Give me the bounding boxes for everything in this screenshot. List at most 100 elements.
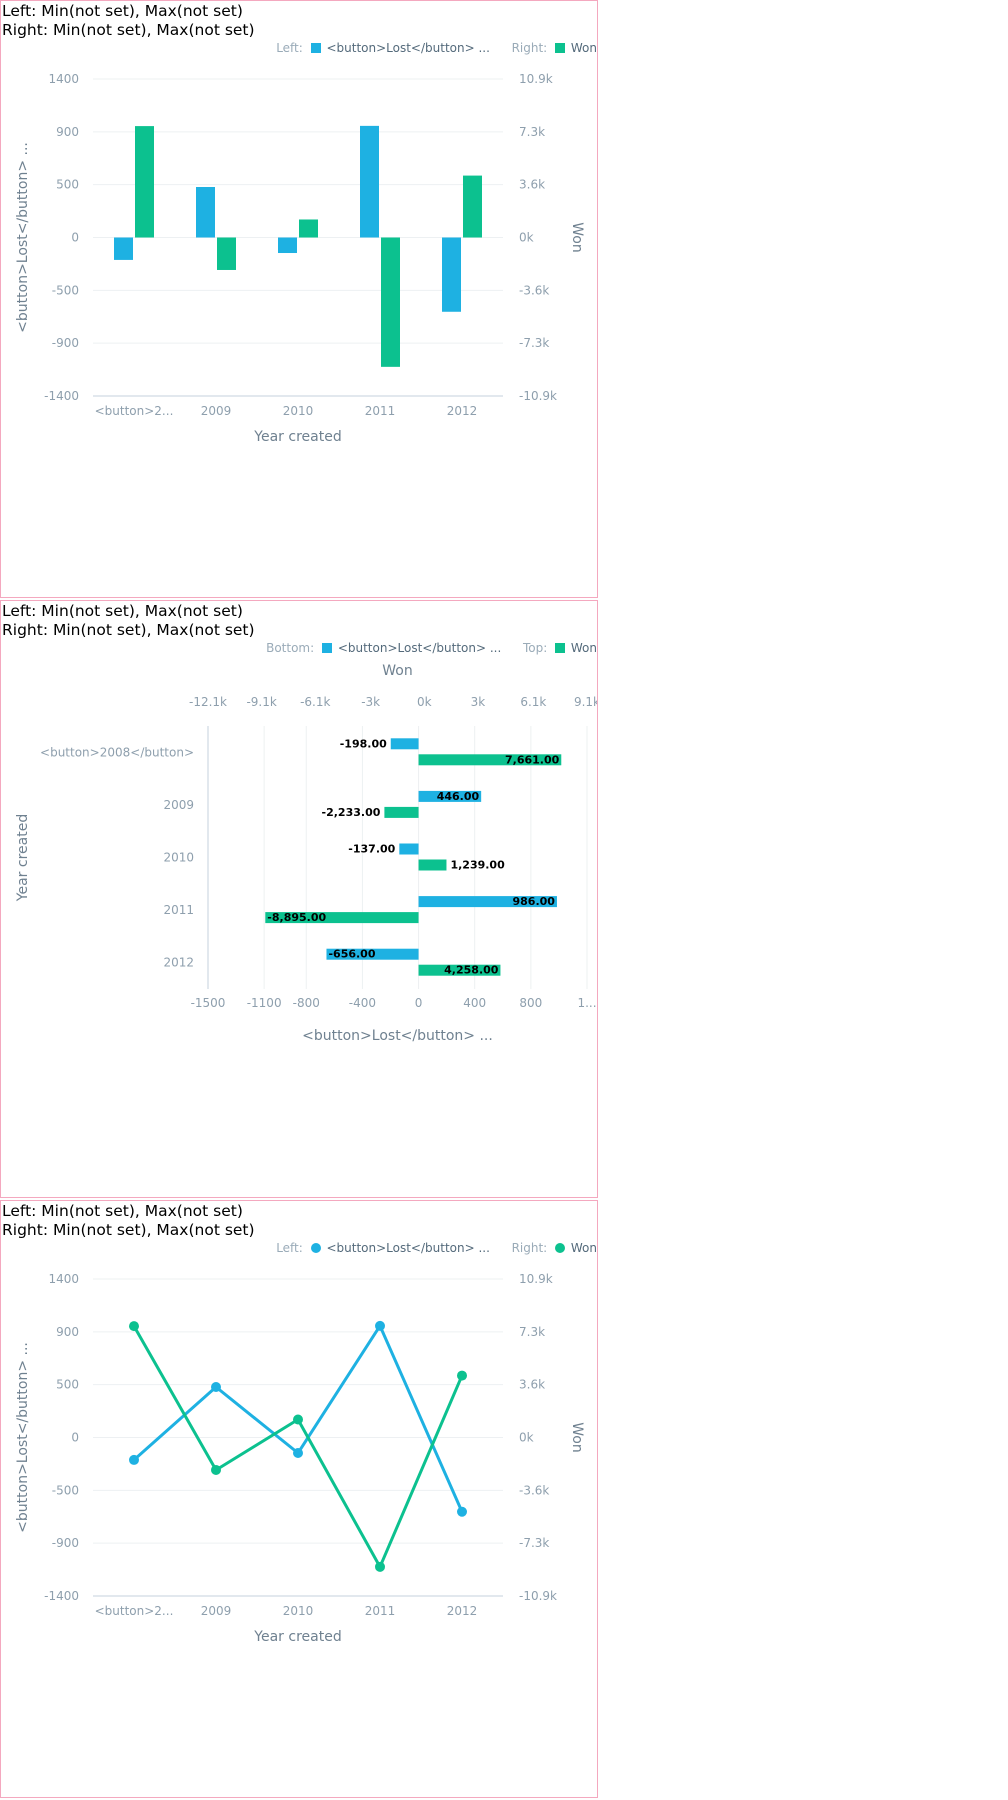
- data-label-lost: 446.00: [437, 790, 480, 803]
- x-tick-label: 2011: [365, 404, 396, 418]
- bar-lost: [360, 126, 379, 238]
- y-right-tick-label: 10.9k: [519, 1272, 553, 1286]
- line-won: [134, 1326, 462, 1567]
- y-right-tick-label: -3.6k: [519, 1483, 549, 1497]
- y-right-tick-label: -7.3k: [519, 336, 549, 350]
- x-top-tick-label: 9.1k: [574, 695, 598, 709]
- x-top-tick-label: 3k: [471, 695, 486, 709]
- y-left-axis-title: <button>Lost</button> ...: [15, 142, 31, 333]
- x-top-tick-label: -9.1k: [246, 695, 276, 709]
- data-label-won: -8,895.00: [267, 911, 326, 924]
- y-left-tick-label: -900: [52, 1536, 79, 1550]
- bar-won: [381, 238, 400, 367]
- point-won: [375, 1562, 385, 1572]
- y-left-tick-label: -500: [52, 283, 79, 297]
- y-left-tick-label: 0: [71, 231, 79, 245]
- y-left-tick-label: 900: [56, 125, 79, 139]
- y-right-tick-label: 3.6k: [519, 1378, 545, 1392]
- y-left-tick-label: -1400: [44, 1589, 79, 1603]
- x-tick-label: 2012: [447, 1604, 478, 1618]
- x-top-axis-title: Won: [382, 663, 412, 679]
- x-tick-label: 2009: [201, 1604, 232, 1618]
- bar-chart: 14009005000-500-900-140010.9k7.3k3.6k0k-…: [1, 1, 598, 598]
- bar-lost: [278, 238, 297, 254]
- data-label-lost: 986.00: [513, 895, 556, 908]
- x-bottom-tick-label: -1500: [191, 996, 226, 1010]
- x-tick-label: 2011: [365, 1604, 396, 1618]
- x-bottom-axis-title: <button>Lost</button> ...: [302, 1028, 493, 1044]
- y-right-tick-label: -7.3k: [519, 1536, 549, 1550]
- y-tick-label: <button>2008</button>: [40, 745, 194, 759]
- y-right-tick-label: 0k: [519, 1431, 534, 1445]
- point-lost: [129, 1455, 139, 1465]
- chart-panel-horizontal-bar: Left: Min(not set), Max(not set) Right: …: [0, 600, 598, 1198]
- y-left-tick-label: 900: [56, 1325, 79, 1339]
- data-label-lost: -198.00: [340, 737, 387, 750]
- bar-won: [299, 219, 318, 237]
- point-won: [129, 1321, 139, 1331]
- x-tick-label: 2009: [201, 404, 232, 418]
- chart-panel-bar: Left: Min(not set), Max(not set) Right: …: [0, 0, 598, 598]
- x-axis-title: Year created: [253, 429, 341, 445]
- y-left-tick-label: 0: [71, 1431, 79, 1445]
- y-left-tick-label: -900: [52, 336, 79, 350]
- x-bottom-tick-label: -400: [349, 996, 376, 1010]
- y-right-tick-label: 3.6k: [519, 178, 545, 192]
- bar-won: [419, 860, 447, 871]
- x-tick-label: 2010: [283, 404, 314, 418]
- bar-won: [217, 238, 236, 270]
- data-label-lost: -656.00: [328, 948, 375, 961]
- point-won: [457, 1371, 467, 1381]
- x-bottom-tick-label: 800: [519, 996, 542, 1010]
- point-lost: [293, 1448, 303, 1458]
- x-tick-label: <button>2...: [95, 404, 174, 418]
- chart-panel-line: Left: Min(not set), Max(not set) Right: …: [0, 1200, 598, 1798]
- y-right-axis-title: Won: [569, 1422, 585, 1452]
- bar-lost: [114, 238, 133, 260]
- y-right-tick-label: 0k: [519, 231, 534, 245]
- x-top-tick-label: -3k: [361, 695, 380, 709]
- bar-lost: [196, 187, 215, 237]
- data-label-won: -2,233.00: [322, 806, 381, 819]
- y-right-axis-title: Won: [569, 222, 585, 252]
- y-right-tick-label: -10.9k: [519, 1589, 557, 1603]
- y-tick-label: 2010: [163, 851, 194, 865]
- bar-lost: [442, 238, 461, 312]
- y-right-tick-label: 7.3k: [519, 125, 545, 139]
- x-bottom-tick-label: 1...: [577, 996, 596, 1010]
- y-axis-title: Year created: [15, 814, 31, 902]
- data-label-won: 1,239.00: [450, 859, 505, 872]
- x-top-tick-label: -12.1k: [189, 695, 227, 709]
- y-tick-label: 2009: [163, 798, 194, 812]
- x-bottom-tick-label: -1100: [247, 996, 282, 1010]
- bar-lost: [391, 738, 419, 749]
- point-lost: [457, 1507, 467, 1517]
- data-label-won: 7,661.00: [505, 753, 560, 766]
- point-won: [293, 1414, 303, 1424]
- x-bottom-tick-label: -800: [293, 996, 320, 1010]
- x-tick-label: 2010: [283, 1604, 314, 1618]
- y-left-tick-label: -500: [52, 1483, 79, 1497]
- y-right-tick-label: -10.9k: [519, 389, 557, 403]
- horizontal-bar-chart: -1500 -1100 -800 -400 0 400 800 1... -12.1k -9.1k…: [1, 601, 598, 1198]
- data-label-won: 4,258.00: [444, 964, 499, 977]
- y-left-tick-label: 500: [56, 178, 79, 192]
- x-top-tick-label: 0k: [417, 695, 432, 709]
- x-tick-label: <button>2...: [95, 1604, 174, 1618]
- point-lost: [375, 1321, 385, 1331]
- y-tick-label: 2011: [163, 903, 194, 917]
- y-left-tick-label: 500: [56, 1378, 79, 1392]
- bar-won: [384, 807, 418, 818]
- point-lost: [211, 1382, 221, 1392]
- y-left-tick-label: 1400: [48, 1272, 79, 1286]
- x-tick-label: 2012: [447, 404, 478, 418]
- data-label-lost: -137.00: [348, 843, 395, 856]
- x-axis-title: Year created: [253, 1629, 341, 1645]
- x-top-tick-label: 6.1k: [520, 695, 546, 709]
- bar-won: [135, 126, 154, 237]
- point-won: [211, 1465, 221, 1475]
- x-bottom-tick-label: 0: [415, 996, 423, 1010]
- x-bottom-tick-label: 400: [463, 996, 486, 1010]
- y-right-tick-label: -3.6k: [519, 283, 549, 297]
- x-top-tick-label: -6.1k: [300, 695, 330, 709]
